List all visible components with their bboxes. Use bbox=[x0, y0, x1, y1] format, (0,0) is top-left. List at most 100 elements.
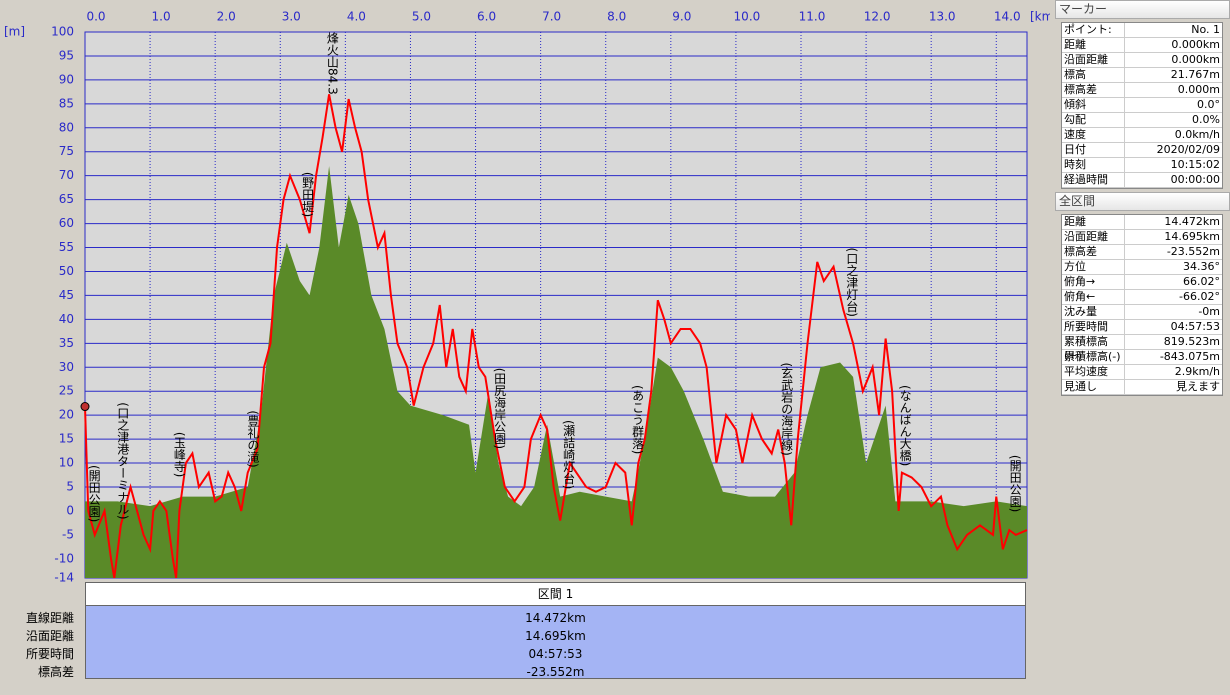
y-tick-label: 95 bbox=[59, 48, 74, 62]
info-label: 時刻 bbox=[1062, 158, 1125, 172]
terrain-area bbox=[85, 166, 1027, 578]
x-tick-label: 4.0 bbox=[347, 10, 366, 24]
place-label: (玄武岩の海岸線) bbox=[780, 362, 794, 455]
section-value: 14.472km bbox=[525, 611, 586, 625]
info-label: 沿面距離 bbox=[1062, 53, 1125, 67]
info-value: 34.36° bbox=[1183, 260, 1220, 273]
x-tick-label: 5.0 bbox=[412, 10, 431, 24]
marker-panel: マーカー ポイント: No. 1 距離 0.000km 沿面距離 0.000km 標高 21.… bbox=[1055, 0, 1230, 189]
info-row: 累積標高(-) -843.075m bbox=[1062, 350, 1222, 365]
place-label: (口之津灯台) bbox=[845, 248, 859, 317]
y-tick-label: 15 bbox=[59, 432, 74, 446]
info-label: 方位 bbox=[1062, 260, 1125, 274]
y-unit: [m] bbox=[4, 25, 25, 39]
y-tick-label: 45 bbox=[59, 288, 74, 302]
info-label: 経過時間 bbox=[1062, 173, 1125, 187]
y-tick-label: 5 bbox=[66, 480, 74, 494]
y-tick-label: 50 bbox=[59, 264, 74, 278]
info-row: ポイント: No. 1 bbox=[1062, 23, 1222, 38]
x-tick-label: 2.0 bbox=[217, 10, 236, 24]
info-row: 方位 34.36° bbox=[1062, 260, 1222, 275]
info-row: 日付 2020/02/09 bbox=[1062, 143, 1222, 158]
y-tick-label: 85 bbox=[59, 96, 74, 110]
section-value: 14.695km bbox=[525, 629, 586, 643]
total-panel: 全区間 距離 14.472km 沿面距離 14.695km 標高差 -23.552m 方位 3… bbox=[1055, 192, 1230, 396]
info-row: 見通し 見えます bbox=[1062, 380, 1222, 395]
info-label: 累積標高(+) bbox=[1062, 335, 1125, 362]
y-tick-label: 40 bbox=[59, 312, 74, 326]
section-table: 区間 1 直線距離 14.472km 沿面距離 14.695km 所要時間 04:57:5… bbox=[26, 582, 1026, 679]
section-label: 標高差 bbox=[37, 665, 74, 679]
info-row: 標高 21.767m bbox=[1062, 68, 1222, 83]
section-label: 所要時間 bbox=[25, 647, 74, 661]
info-value: -843.075m bbox=[1159, 350, 1220, 363]
place-label: (瀬詰崎灯台) bbox=[562, 420, 576, 489]
info-value: 21.767m bbox=[1170, 68, 1220, 81]
info-value: -66.02° bbox=[1179, 290, 1220, 303]
info-row: 平均速度 2.9km/h bbox=[1062, 365, 1222, 380]
info-row: 時刻 10:15:02 bbox=[1062, 158, 1222, 173]
y-tick-label: 35 bbox=[59, 336, 74, 350]
info-label: 距離 bbox=[1062, 215, 1125, 229]
elevation-line bbox=[84, 94, 1028, 579]
info-label: 所要時間 bbox=[1062, 320, 1125, 334]
info-value: 0.0% bbox=[1192, 113, 1220, 126]
panel-title: マーカー bbox=[1055, 0, 1230, 19]
info-label: 日付 bbox=[1062, 143, 1125, 157]
info-row: 距離 0.000km bbox=[1062, 38, 1222, 53]
y-tick-label: 30 bbox=[59, 360, 74, 374]
info-label: 距離 bbox=[1062, 38, 1125, 52]
x-tick-label: 7.0 bbox=[542, 10, 561, 24]
y-tick-label: -10 bbox=[54, 551, 74, 565]
info-label: 累積標高(-) bbox=[1062, 350, 1125, 364]
section-label: 沿面距離 bbox=[25, 629, 74, 643]
y-tick-label: 70 bbox=[59, 168, 74, 182]
info-label: 速度 bbox=[1062, 128, 1125, 142]
y-tick-label: 60 bbox=[59, 216, 74, 230]
info-value: 0.000km bbox=[1171, 38, 1220, 51]
y-tick-label: -5 bbox=[62, 527, 74, 541]
section-value: 04:57:53 bbox=[528, 647, 583, 661]
info-row: 沿面距離 14.695km bbox=[1062, 230, 1222, 245]
place-label: (田尻海岸公園) bbox=[493, 368, 507, 449]
x-tick-label: 6.0 bbox=[477, 10, 496, 24]
y-tick-label: 10 bbox=[59, 456, 74, 470]
place-label: (開田公園) bbox=[1008, 455, 1022, 512]
section-label: 直線距離 bbox=[25, 611, 74, 625]
y-tick-label: 20 bbox=[59, 408, 74, 422]
y-tick-label: 90 bbox=[59, 72, 74, 86]
profile-chart: [m] [km] 1009590858075706560555045403530… bbox=[4, 10, 1050, 583]
x-tick-label: 9.0 bbox=[672, 10, 691, 24]
info-value: 10:15:02 bbox=[1170, 158, 1220, 171]
info-label: 標高差 bbox=[1062, 83, 1125, 97]
place-label: (豊礼の滝) bbox=[246, 410, 260, 467]
x-tick-label: 14.0 bbox=[994, 10, 1021, 24]
place-label: (なんばん大橋) bbox=[898, 385, 912, 466]
total-table: 距離 14.472km 沿面距離 14.695km 標高差 -23.552m 方位 34.36… bbox=[1061, 214, 1223, 396]
info-row: 俯角← -66.02° bbox=[1062, 290, 1222, 305]
place-label: (あこう群落) bbox=[631, 385, 645, 454]
place-label: (口之津港ターミナル) bbox=[116, 402, 130, 519]
info-value: -0m bbox=[1198, 305, 1220, 318]
y-tick-label: 25 bbox=[59, 384, 74, 398]
x-tick-label: 0.0 bbox=[86, 10, 105, 24]
marker-point bbox=[80, 402, 90, 412]
info-label: 俯角→ bbox=[1062, 275, 1125, 289]
y-tick-label: 55 bbox=[59, 240, 74, 254]
info-label: ポイント: bbox=[1062, 23, 1125, 37]
info-value: 00:00:00 bbox=[1170, 173, 1220, 186]
x-tick-label: 11.0 bbox=[799, 10, 826, 24]
info-label: 見通し bbox=[1062, 380, 1125, 394]
info-row: 経過時間 00:00:00 bbox=[1062, 173, 1222, 188]
info-value: 見えます bbox=[1176, 380, 1220, 393]
info-value: No. 1 bbox=[1191, 23, 1220, 36]
info-label: 標高 bbox=[1062, 68, 1125, 82]
info-label: 俯角← bbox=[1062, 290, 1125, 304]
place-label: 烽火山84.3 bbox=[325, 32, 339, 95]
info-value: 819.523m bbox=[1163, 335, 1220, 348]
x-unit: [km] bbox=[1030, 10, 1050, 24]
panel-title: 全区間 bbox=[1055, 192, 1230, 211]
y-tick-label: 100 bbox=[51, 25, 74, 39]
info-row: 累積標高(+) 819.523m bbox=[1062, 335, 1222, 362]
